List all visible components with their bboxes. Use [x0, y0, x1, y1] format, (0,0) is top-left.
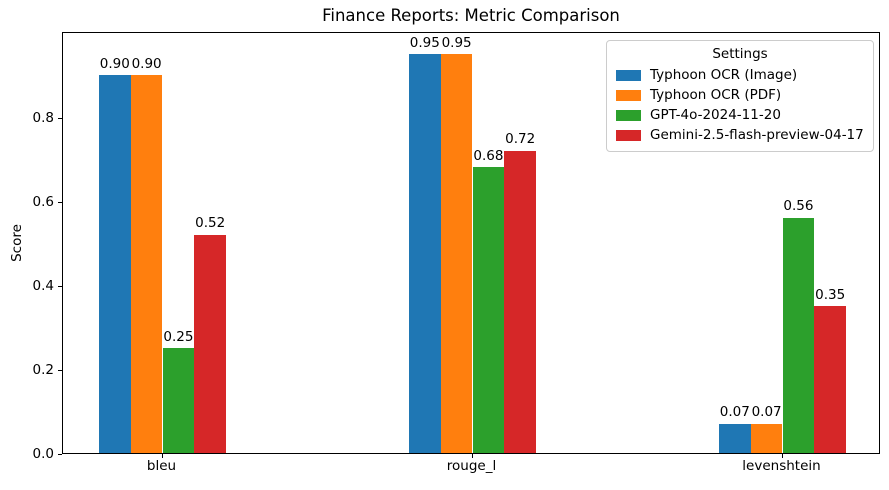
bar-value-label: 0.90 — [131, 55, 162, 72]
y-tick-mark — [58, 285, 62, 287]
bar-levenshtein-series0 — [718, 423, 751, 453]
x-tick-label-rouge_l: rouge_l — [446, 458, 497, 474]
x-tick-mark — [781, 454, 783, 458]
legend-item-series2: GPT-4o-2024-11-20 — [616, 105, 864, 125]
bar-rouge_l-series3 — [504, 150, 537, 453]
y-tick-mark — [58, 117, 62, 119]
bar-rouge_l-series2 — [472, 167, 505, 453]
y-tick-mark — [58, 369, 62, 371]
bar-bleu-series2 — [162, 348, 195, 453]
chart-title: Finance Reports: Metric Comparison — [322, 6, 620, 25]
legend-item-series0: Typhoon OCR (Image) — [616, 65, 864, 85]
legend: Settings Typhoon OCR (Image) Typhoon OCR … — [606, 40, 874, 152]
legend-swatch-icon — [616, 129, 641, 141]
bar-rouge_l-series1 — [440, 54, 473, 453]
legend-item-label: Typhoon OCR (PDF) — [650, 87, 782, 103]
legend-swatch-icon — [616, 89, 641, 101]
bar-value-label: 0.07 — [751, 404, 782, 421]
legend-swatch-icon — [616, 109, 641, 121]
bar-bleu-series3 — [194, 234, 227, 453]
y-tick-label: 0.8 — [32, 109, 54, 126]
bar-rouge_l-series0 — [408, 54, 441, 453]
legend-item-series3: Gemini-2.5-flash-preview-04-17 — [616, 125, 864, 145]
bar-levenshtein-series2 — [782, 217, 815, 453]
y-tick-label: 0.4 — [32, 277, 54, 294]
legend-swatch-icon — [616, 69, 641, 81]
bar-bleu-series0 — [98, 75, 131, 453]
legend-item-series1: Typhoon OCR (PDF) — [616, 85, 864, 105]
y-tick-label: 0.2 — [32, 361, 54, 378]
bar-value-label: 0.25 — [163, 328, 194, 345]
bar-value-label: 0.95 — [441, 34, 472, 51]
bar-value-label: 0.68 — [473, 147, 504, 164]
bar-bleu-series1 — [130, 75, 163, 453]
legend-item-label: GPT-4o-2024-11-20 — [650, 107, 781, 123]
legend-title: Settings — [712, 46, 768, 62]
y-tick-label: 0.0 — [32, 445, 54, 462]
y-tick-label: 0.6 — [32, 193, 54, 210]
legend-item-label: Typhoon OCR (Image) — [650, 67, 798, 83]
bar-value-label: 0.52 — [195, 215, 226, 232]
y-tick-mark — [58, 201, 62, 203]
bar-levenshtein-series1 — [750, 423, 783, 453]
bar-value-label: 0.35 — [815, 286, 846, 303]
bar-value-label: 0.07 — [719, 404, 750, 421]
legend-items: Typhoon OCR (Image) Typhoon OCR (PDF) GPT-… — [616, 65, 864, 145]
x-tick-mark — [471, 454, 473, 458]
bar-value-label: 0.95 — [409, 34, 440, 51]
legend-item-label: Gemini-2.5-flash-preview-04-17 — [650, 127, 864, 143]
bar-value-label: 0.90 — [99, 55, 130, 72]
bar-value-label: 0.72 — [505, 131, 536, 148]
x-tick-label-bleu: bleu — [146, 458, 177, 474]
x-tick-mark — [161, 454, 163, 458]
y-tick-mark — [58, 453, 62, 455]
y-axis-label: Score — [9, 224, 25, 262]
bar-value-label: 0.56 — [783, 198, 814, 215]
x-tick-label-levenshtein: levenshtein — [742, 458, 821, 474]
bar-levenshtein-series3 — [814, 306, 847, 453]
